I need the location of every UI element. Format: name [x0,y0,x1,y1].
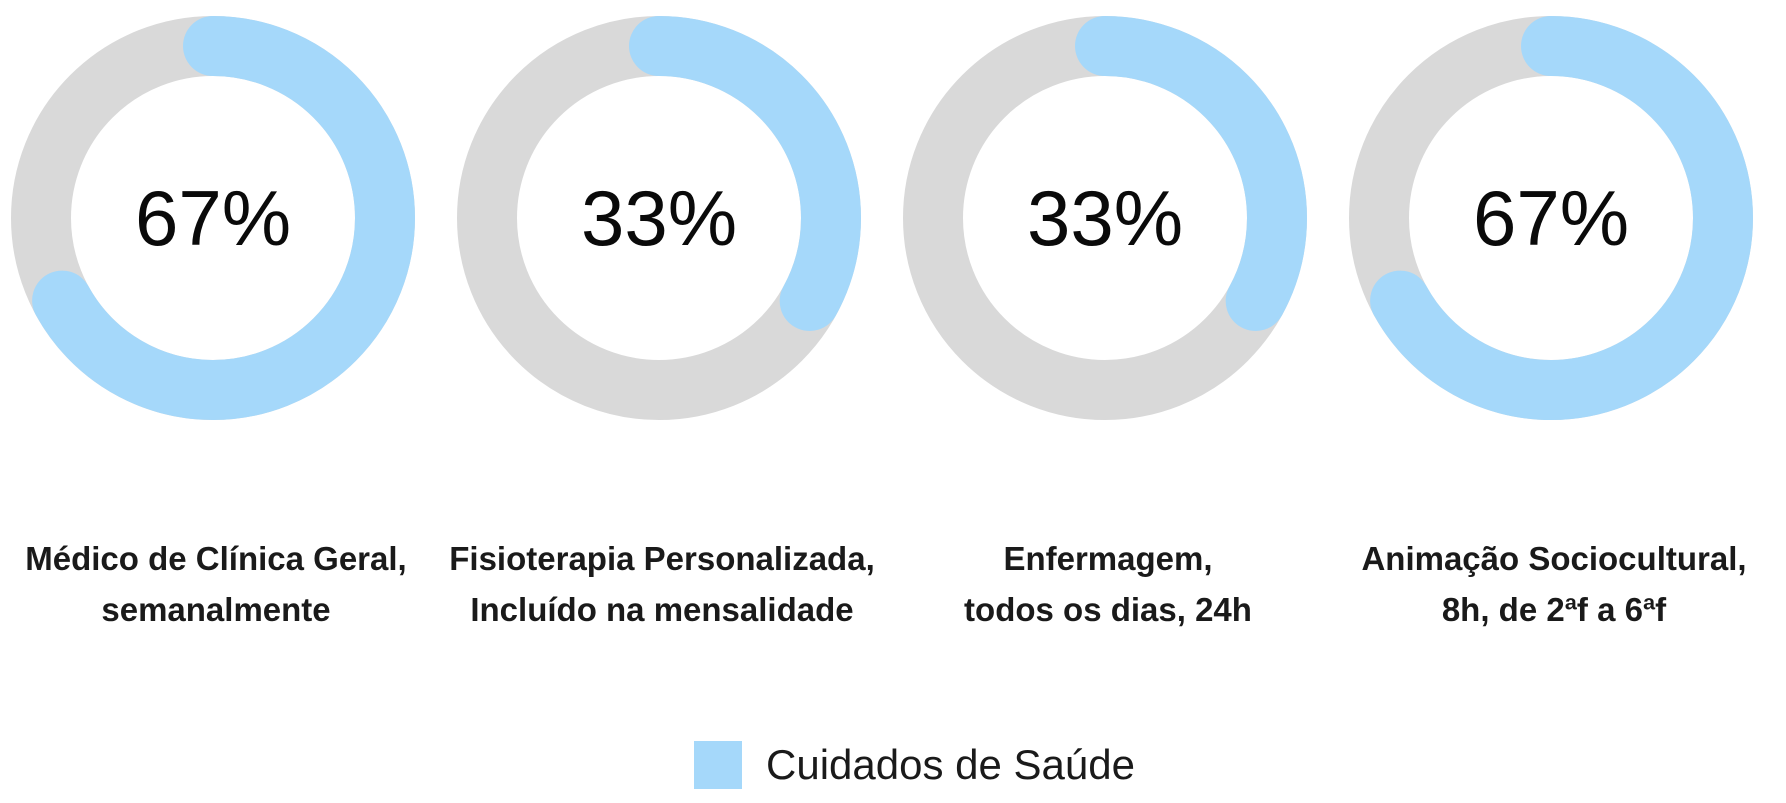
donut-svg: 67% [11,16,415,420]
donut-caption: Animação Sociocultural, 8h, de 2ªf a 6ªf [1338,533,1770,635]
legend-label: Cuidados de Saúde [766,741,1135,788]
donut-caption: Fisioterapia Personalizada, Incluído na m… [446,533,878,635]
caption-line: todos os dias, 24h [964,591,1252,628]
caption-line: Enfermagem, [1003,540,1213,577]
donut-svg: 33% [457,16,861,420]
donut-item: 33% Enfermagem, todos os dias, 24h [892,0,1338,660]
donut-caption: Médico de Clínica Geral, semanalmente [0,533,432,635]
donut-svg: 67% [1349,16,1753,420]
legend-swatch [694,741,742,789]
donut-value-arc [903,16,1307,420]
donut-value-arc [1349,16,1753,420]
donut-item: 33% Fisioterapia Personalizada, Incluído n… [446,0,892,660]
percent-label: 67% [135,174,291,262]
caption-line: Fisioterapia Personalizada, [449,540,875,577]
donut-item: 67% Médico de Clínica Geral, semanalmente [0,0,446,660]
caption-line: Incluído na mensalidade [470,591,854,628]
donut-value-arc [11,16,415,420]
percent-label: 33% [581,174,737,262]
donut-caption: Enfermagem, todos os dias, 24h [892,533,1324,635]
donut-svg: 33% [903,16,1307,420]
percent-label: 67% [1473,174,1629,262]
caption-line: semanalmente [101,591,331,628]
caption-line: Médico de Clínica Geral, [25,540,407,577]
legend: Cuidados de Saúde [694,740,1135,790]
donut-value-arc [457,16,861,420]
percent-label: 33% [1027,174,1183,262]
caption-line: 8h, de 2ªf a 6ªf [1441,591,1667,628]
caption-line: Animação Sociocultural, [1361,540,1747,577]
donut-item: 67% Animação Sociocultural, 8h, de 2ªf a 6… [1338,0,1784,660]
